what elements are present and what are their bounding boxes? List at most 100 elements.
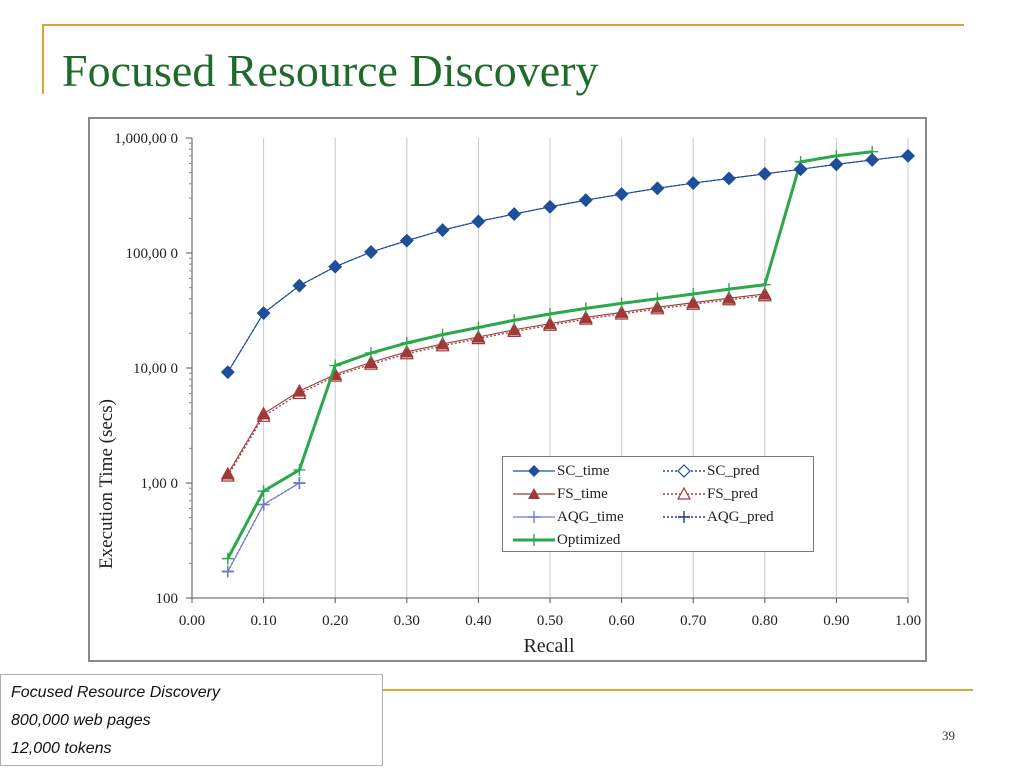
top-accent-rule bbox=[42, 24, 964, 26]
legend-item: SC_pred bbox=[663, 460, 760, 482]
x-tick-label: 1.00 bbox=[895, 613, 921, 629]
data-point bbox=[257, 498, 270, 511]
data-point bbox=[472, 321, 485, 334]
chart: 0.00 0.10 0.20 0.30 0.40 0.50 0.60 0.70 0.80 0.90… bbox=[96, 131, 921, 657]
legend-swatch-aqg-pred bbox=[663, 511, 705, 523]
legend-label: SC_pred bbox=[707, 462, 760, 479]
data-point bbox=[435, 223, 450, 238]
x-tick-label: 0.50 bbox=[537, 613, 563, 629]
legend-item: AQG_time bbox=[513, 506, 624, 528]
data-point bbox=[328, 259, 343, 274]
series-line bbox=[227, 293, 765, 475]
data-point bbox=[542, 316, 558, 330]
y-tick-label: 1,000,00 0 bbox=[114, 131, 178, 147]
x-tick-label: 0.20 bbox=[322, 613, 348, 629]
legend-label: AQG_time bbox=[557, 508, 624, 525]
x-tick-label: 0.10 bbox=[250, 613, 276, 629]
caption-box: Focused Resource Discovery 800,000 web p… bbox=[0, 674, 383, 766]
series-sc-pred bbox=[220, 148, 915, 380]
data-point bbox=[507, 207, 522, 221]
data-point bbox=[578, 310, 593, 324]
legend-swatch-fs-pred bbox=[663, 487, 705, 500]
series-line bbox=[227, 155, 909, 373]
data-point bbox=[650, 299, 665, 313]
data-point bbox=[400, 336, 413, 349]
x-tick-label: 0.70 bbox=[680, 613, 706, 629]
data-point bbox=[364, 245, 378, 259]
data-point bbox=[544, 307, 556, 320]
data-point bbox=[687, 288, 700, 301]
legend-swatch-fs-time bbox=[513, 488, 555, 499]
data-point bbox=[722, 171, 736, 186]
data-point bbox=[220, 365, 235, 380]
data-point bbox=[436, 328, 449, 341]
data-point bbox=[221, 552, 234, 565]
chart-frame: 0.00 0.10 0.20 0.30 0.40 0.50 0.60 0.70 0.80 0.90… bbox=[88, 117, 927, 662]
data-point bbox=[471, 214, 486, 229]
data-point bbox=[686, 295, 701, 309]
caption-line: 12,000 tokens bbox=[11, 740, 112, 757]
y-tick-label: 100,00 0 bbox=[126, 246, 179, 262]
x-tick-label: 0.30 bbox=[394, 613, 420, 629]
chart-axes: 0.00 0.10 0.20 0.30 0.40 0.50 0.60 0.70 0.80 0.90… bbox=[114, 131, 921, 629]
legend-item: Optimized bbox=[513, 529, 620, 551]
series-line bbox=[227, 155, 909, 373]
y-axis-label: Execution Time (secs) bbox=[96, 399, 117, 569]
legend-label: FS_pred bbox=[707, 485, 758, 502]
data-point bbox=[686, 176, 701, 190]
chart-series bbox=[220, 145, 915, 578]
data-point bbox=[399, 344, 414, 358]
left-accent-rule bbox=[42, 24, 44, 94]
legend-swatch-aqg-time bbox=[513, 511, 555, 523]
x-tick-label: 0.60 bbox=[608, 613, 634, 629]
legend-label: Optimized bbox=[557, 531, 621, 548]
data-point bbox=[471, 329, 486, 343]
y-tick-label: 100 bbox=[156, 591, 179, 607]
data-point bbox=[793, 162, 808, 177]
data-point bbox=[650, 181, 665, 196]
data-point bbox=[614, 305, 629, 318]
data-point bbox=[758, 278, 771, 291]
chart-legend: SC_time SC_pred FS_time FS_pred AQG_time… bbox=[502, 456, 814, 552]
data-point bbox=[293, 463, 306, 476]
data-point bbox=[329, 359, 342, 372]
data-point bbox=[435, 336, 450, 350]
x-tick-label: 0.40 bbox=[465, 613, 491, 629]
slide-title: Focused Resource Discovery bbox=[62, 45, 599, 96]
x-axis-label: Recall bbox=[523, 635, 575, 657]
data-point bbox=[579, 302, 592, 315]
data-point bbox=[578, 193, 593, 208]
caption-line: Focused Resource Discovery bbox=[11, 684, 220, 701]
legend-label: SC_time bbox=[557, 462, 610, 479]
data-point bbox=[651, 292, 664, 305]
data-point bbox=[721, 290, 737, 304]
data-point bbox=[614, 187, 629, 201]
legend-item: FS_time bbox=[513, 483, 608, 505]
legend-swatch-sc-pred bbox=[663, 464, 705, 478]
series-sc-time bbox=[220, 148, 915, 380]
data-point bbox=[399, 233, 414, 248]
series-aqg-time bbox=[221, 477, 306, 578]
y-tick-label: 10,00 0 bbox=[133, 361, 178, 377]
data-point bbox=[508, 314, 521, 327]
data-point bbox=[365, 347, 377, 360]
legend-label: AQG_pred bbox=[707, 508, 774, 525]
data-point bbox=[293, 477, 306, 489]
series-optimized bbox=[221, 145, 879, 565]
legend-swatch-sc-time bbox=[513, 465, 555, 477]
caption-line: 800,000 web pages bbox=[11, 712, 151, 729]
data-point bbox=[757, 166, 772, 181]
legend-swatch-optimized bbox=[513, 534, 555, 546]
legend-label: FS_time bbox=[557, 485, 608, 502]
data-point bbox=[901, 148, 915, 163]
page-number: 39 bbox=[942, 728, 955, 743]
data-point bbox=[292, 383, 307, 397]
data-point bbox=[363, 355, 379, 368]
data-point bbox=[256, 406, 271, 420]
x-tick-label: 0.80 bbox=[752, 613, 778, 629]
data-point bbox=[865, 153, 880, 167]
data-point bbox=[615, 297, 628, 310]
legend-item: FS_pred bbox=[663, 483, 758, 505]
legend-item: AQG_pred bbox=[663, 506, 774, 528]
data-point bbox=[221, 565, 234, 578]
